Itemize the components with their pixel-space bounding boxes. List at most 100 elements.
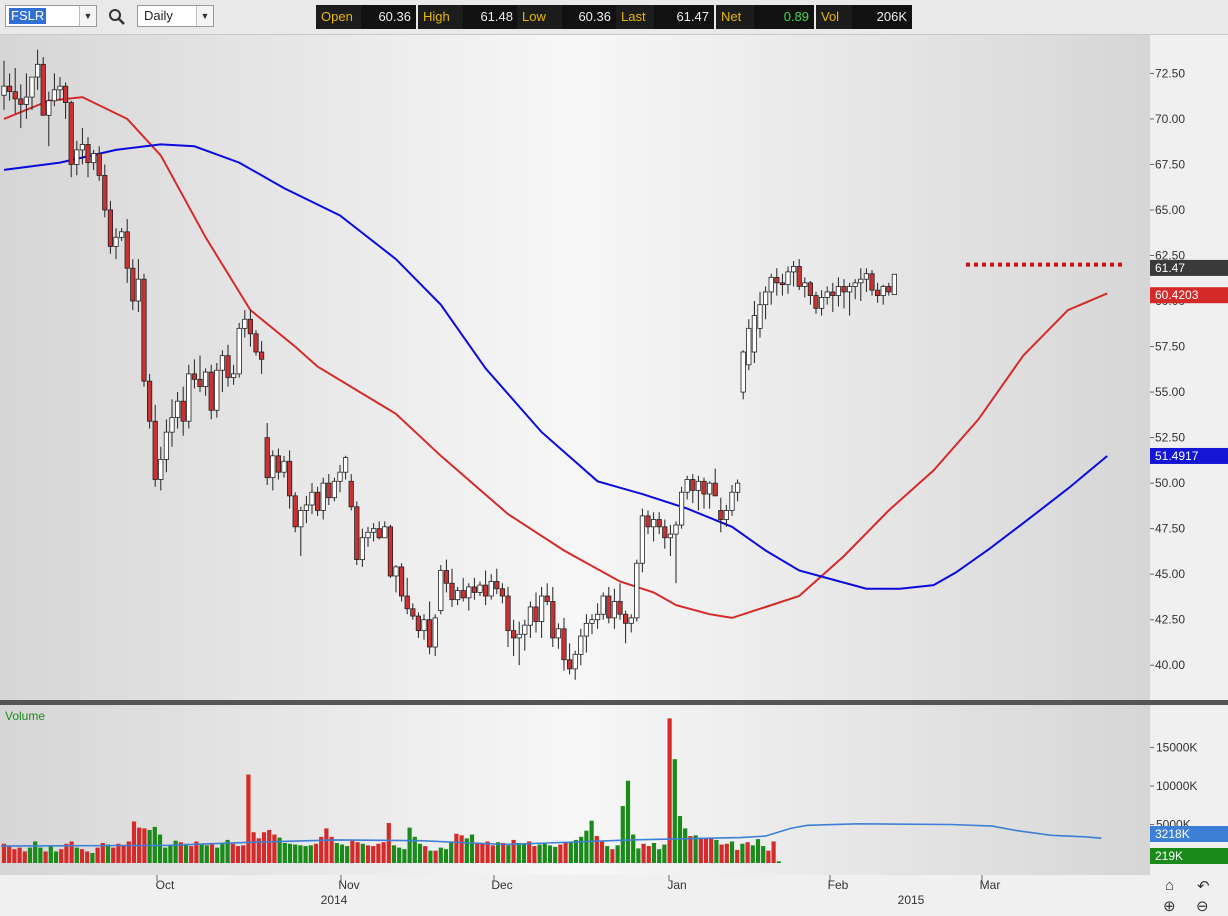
candle — [426, 601, 433, 655]
low-label: Low — [517, 5, 562, 29]
toolbar: FSLR ▼ Daily ▼ Open 60.36 High 61.48 Low… — [0, 0, 1228, 35]
volume-bar — [636, 848, 641, 863]
svg-text:3218K: 3218K — [1155, 827, 1190, 841]
volume-bar — [521, 843, 527, 863]
volume-bar — [433, 850, 438, 863]
volume-bar — [542, 843, 547, 863]
time-axis-background — [0, 875, 1228, 916]
volume-bar — [719, 844, 724, 863]
price-tick-label: 42.50 — [1155, 613, 1185, 627]
open-value: 60.36 — [361, 5, 416, 29]
candle — [791, 260, 797, 287]
zoom-in-icon[interactable]: ⊕ — [1163, 898, 1176, 915]
candle — [113, 228, 119, 260]
volume-bar — [584, 830, 589, 863]
symbol-input[interactable]: FSLR ▼ — [5, 5, 97, 27]
zoom-out-icon[interactable]: ⊖ — [1196, 898, 1209, 915]
candle — [208, 364, 214, 420]
price-labels: 61.47 60.4203 51.4917 — [1150, 259, 1228, 464]
volume-bar — [334, 843, 339, 863]
search-icon[interactable] — [107, 7, 127, 27]
candle — [57, 77, 63, 101]
candle — [645, 510, 651, 535]
volume-bar — [22, 851, 27, 863]
volume-bar — [293, 844, 298, 863]
candle — [813, 291, 819, 314]
candle — [225, 344, 231, 387]
price-tick-label: 70.00 — [1155, 112, 1185, 126]
candle — [158, 446, 164, 491]
volume-bar — [667, 718, 672, 863]
candle — [40, 57, 46, 116]
candle — [583, 614, 590, 653]
chevron-down-icon[interactable]: ▼ — [196, 6, 213, 26]
candle — [611, 588, 618, 629]
volume-bar — [121, 845, 126, 863]
candle — [578, 628, 584, 666]
candle — [163, 419, 169, 473]
volume-bar — [547, 845, 553, 863]
volume-bar — [48, 846, 53, 863]
volume-bar — [745, 842, 750, 863]
last-label: Last — [616, 5, 654, 29]
candle — [146, 373, 153, 429]
candle — [723, 504, 730, 527]
candle — [124, 219, 130, 283]
candle — [499, 583, 506, 604]
month-label: Oct — [156, 878, 175, 892]
volume-bar — [246, 774, 251, 863]
volume-bar — [750, 845, 755, 863]
volume-bar — [319, 836, 324, 863]
candle — [219, 350, 225, 393]
candle — [891, 273, 898, 295]
candle — [774, 268, 780, 296]
volume-bar — [532, 846, 537, 863]
candle — [707, 481, 713, 509]
volume-bar — [7, 846, 12, 863]
volume-bar — [620, 806, 625, 863]
price-chart[interactable]: 72.5070.0067.5065.0062.5060.0057.5055.00… — [0, 35, 1228, 700]
candle — [359, 528, 366, 567]
volume-bar — [407, 827, 412, 863]
volume-bar — [423, 846, 428, 863]
volume-bar — [688, 836, 693, 863]
volume-bar — [703, 837, 709, 863]
undo-icon[interactable]: ↶ — [1197, 878, 1210, 895]
volume-bar — [183, 843, 189, 863]
candle — [651, 512, 657, 542]
interval-select[interactable]: Daily ▼ — [137, 5, 214, 27]
volume-bar — [698, 837, 703, 863]
pane-divider[interactable] — [0, 700, 1228, 705]
volume-bar — [599, 840, 605, 863]
chevron-down-icon[interactable]: ▼ — [79, 6, 96, 26]
volume-bar — [79, 849, 85, 863]
volume-bar — [287, 843, 293, 863]
candle — [830, 282, 836, 312]
candle — [236, 322, 242, 378]
candle — [847, 282, 853, 316]
candle — [63, 82, 69, 119]
month-label: Jan — [667, 878, 686, 892]
plot-background — [0, 35, 1150, 700]
volume-bar — [615, 845, 620, 863]
candle — [281, 455, 287, 478]
candle — [718, 497, 724, 533]
price-tick-label: 62.50 — [1155, 249, 1185, 263]
net-value: 0.89 — [754, 5, 814, 29]
candle — [68, 100, 74, 178]
candle — [197, 355, 203, 393]
price-tick-label: 40.00 — [1155, 658, 1185, 672]
volume-bar — [417, 843, 423, 863]
volume-bar — [173, 840, 178, 863]
candle — [264, 423, 270, 485]
net-label: Net — [716, 5, 754, 29]
home-icon[interactable]: ⌂ — [1165, 877, 1175, 894]
volume-bar — [605, 846, 610, 863]
volume-bar — [90, 853, 95, 863]
volume-bar — [360, 843, 365, 863]
volume-bar — [495, 842, 501, 863]
volume-bar — [189, 846, 194, 863]
volume-bar — [95, 847, 100, 863]
volume-bar — [766, 850, 771, 863]
